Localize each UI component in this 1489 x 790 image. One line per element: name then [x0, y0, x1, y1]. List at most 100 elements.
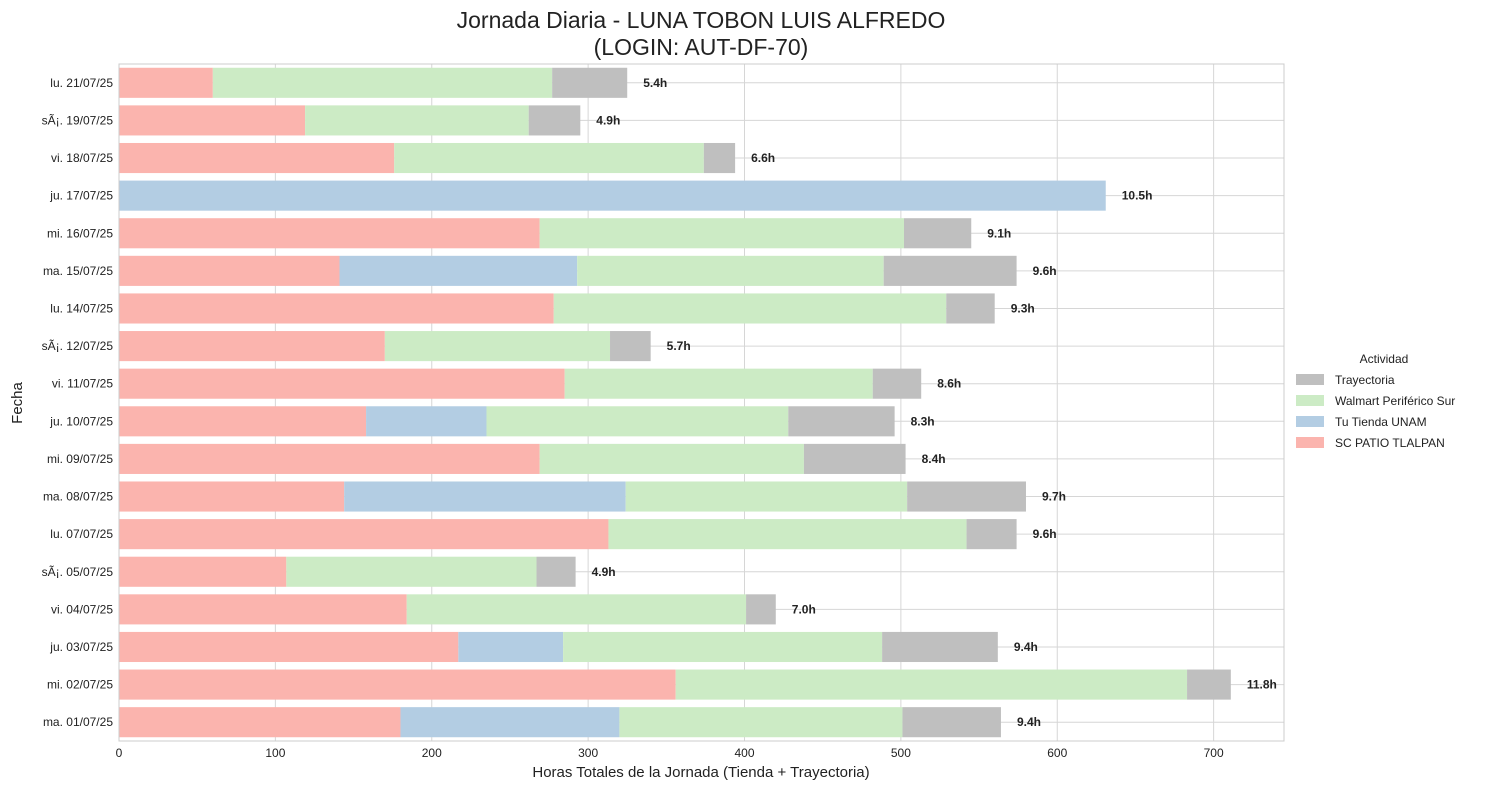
- bar-sc-patio-tlalpan: [119, 556, 287, 587]
- legend-label: Tu Tienda UNAM: [1335, 415, 1427, 429]
- legend-label: Walmart Periférico Sur: [1335, 394, 1455, 408]
- bar-tu-tienda-unam: [339, 255, 578, 286]
- x-tick-label: 100: [265, 746, 285, 760]
- bar-trayectoria: [746, 594, 776, 625]
- bar-sc-patio-tlalpan: [119, 67, 213, 98]
- bar-sc-patio-tlalpan: [119, 669, 676, 700]
- y-tick-label: sÃ¡. 12/07/25: [42, 339, 114, 353]
- y-tick-label: ma. 01/07/25: [43, 715, 113, 729]
- bar-trayectoria: [1187, 669, 1231, 700]
- bar-sc-patio-tlalpan: [119, 255, 340, 286]
- chart-title-line2: (LOGIN: AUT-DF-70): [594, 34, 809, 60]
- bar-sc-patio-tlalpan: [119, 594, 407, 625]
- legend-title: Actividad: [1360, 352, 1409, 366]
- bar-total-label: 4.9h: [592, 565, 616, 579]
- bar-tu-tienda-unam: [119, 180, 1106, 211]
- data-labels-layer: 5.4h 4.9h 6.6h 10.5h 9.1h 9.6h 9.3h 5.7h 8.6h 8.3…: [592, 76, 1277, 729]
- bar-trayectoria: [528, 105, 581, 136]
- bar-trayectoria: [610, 331, 651, 362]
- bar-walmart-periferico-sur: [394, 142, 704, 174]
- bar-sc-patio-tlalpan: [119, 406, 367, 437]
- bar-total-label: 10.5h: [1122, 189, 1153, 203]
- bar-sc-patio-tlalpan: [119, 142, 395, 174]
- y-tick-label: lu. 14/07/25: [50, 301, 113, 315]
- bar-sc-patio-tlalpan: [119, 368, 565, 399]
- bar-trayectoria: [907, 481, 1026, 512]
- bar-total-label: 8.3h: [911, 414, 935, 428]
- bar-tu-tienda-unam: [344, 481, 626, 512]
- bar-total-label: 9.7h: [1042, 490, 1066, 504]
- bar-total-label: 4.9h: [596, 113, 620, 127]
- bar-total-label: 5.4h: [643, 76, 667, 90]
- bar-total-label: 6.6h: [751, 151, 775, 165]
- bar-walmart-periferico-sur: [553, 293, 947, 324]
- bar-tu-tienda-unam: [458, 631, 564, 663]
- bar-sc-patio-tlalpan: [119, 707, 401, 738]
- bar-walmart-periferico-sur: [625, 481, 908, 512]
- legend-label: Trayectoria: [1335, 373, 1395, 387]
- y-tick-label: ma. 15/07/25: [43, 264, 113, 278]
- x-tick-label: 700: [1204, 746, 1224, 760]
- bar-trayectoria: [966, 519, 1017, 550]
- bar-sc-patio-tlalpan: [119, 481, 345, 512]
- bar-total-label: 9.3h: [1011, 301, 1035, 315]
- bar-walmart-periferico-sur: [305, 105, 529, 136]
- bar-total-label: 9.6h: [1033, 527, 1057, 541]
- bar-walmart-periferico-sur: [486, 406, 789, 437]
- bar-walmart-periferico-sur: [675, 669, 1188, 700]
- legend-swatch-sc-patio-tlalpan: [1296, 437, 1324, 448]
- y-tick-label: ju. 03/07/25: [49, 640, 113, 654]
- bar-trayectoria: [552, 67, 628, 98]
- bar-sc-patio-tlalpan: [119, 218, 540, 249]
- y-tick-label: ju. 10/07/25: [49, 414, 113, 428]
- y-tick-label: mi. 16/07/25: [47, 226, 113, 240]
- y-tick-label: ju. 17/07/25: [49, 189, 113, 203]
- bar-walmart-periferico-sur: [384, 331, 611, 362]
- bar-sc-patio-tlalpan: [119, 293, 554, 324]
- bar-total-label: 9.6h: [1033, 264, 1057, 278]
- bar-walmart-periferico-sur: [608, 519, 967, 550]
- y-tick-label: vi. 18/07/25: [51, 151, 113, 165]
- legend-label: SC PATIO TLALPAN: [1335, 436, 1445, 450]
- bar-total-label: 8.6h: [937, 377, 961, 391]
- y-tick-label: ma. 08/07/25: [43, 490, 113, 504]
- bar-walmart-periferico-sur: [406, 594, 747, 625]
- bar-tu-tienda-unam: [400, 707, 620, 738]
- bar-walmart-periferico-sur: [212, 67, 553, 98]
- bar-total-label: 7.0h: [792, 602, 816, 616]
- bar-total-label: 11.8h: [1247, 678, 1277, 692]
- legend-swatch-trayectoria: [1296, 374, 1324, 385]
- y-tick-label: vi. 11/07/25: [52, 377, 113, 391]
- bar-trayectoria: [872, 368, 922, 399]
- bar-walmart-periferico-sur: [286, 556, 537, 587]
- bars-layer: [119, 67, 1231, 738]
- x-tick-label: 300: [578, 746, 598, 760]
- bar-trayectoria: [946, 293, 995, 324]
- bar-walmart-periferico-sur: [619, 707, 903, 738]
- y-tick-label: sÃ¡. 05/07/25: [42, 565, 114, 579]
- bar-total-label: 5.7h: [667, 339, 691, 353]
- y-tick-label: lu. 07/07/25: [50, 527, 113, 541]
- bar-trayectoria: [536, 556, 576, 587]
- x-tick-label: 400: [734, 746, 754, 760]
- bar-trayectoria: [788, 406, 895, 437]
- y-tick-label: mi. 02/07/25: [47, 678, 113, 692]
- x-tick-label: 600: [1047, 746, 1067, 760]
- bar-total-label: 9.1h: [987, 226, 1011, 240]
- bar-trayectoria: [904, 218, 972, 249]
- bar-walmart-periferico-sur: [539, 443, 804, 474]
- x-tick-label: 500: [891, 746, 911, 760]
- y-tick-label: sÃ¡. 19/07/25: [42, 113, 114, 127]
- bar-trayectoria: [883, 255, 1017, 286]
- x-axis-label: Horas Totales de la Jornada (Tienda + Tr…: [532, 764, 869, 781]
- y-tick-label: vi. 04/07/25: [51, 602, 113, 616]
- bar-trayectoria: [882, 631, 998, 663]
- bar-total-label: 8.4h: [922, 452, 946, 466]
- legend-swatch-walmart-periferico-sur: [1296, 395, 1324, 406]
- grid-layer: [118, 64, 1284, 741]
- bar-sc-patio-tlalpan: [119, 631, 459, 663]
- chart-title-line1: Jornada Diaria - LUNA TOBON LUIS ALFREDO: [457, 7, 946, 33]
- bar-total-label: 9.4h: [1017, 715, 1041, 729]
